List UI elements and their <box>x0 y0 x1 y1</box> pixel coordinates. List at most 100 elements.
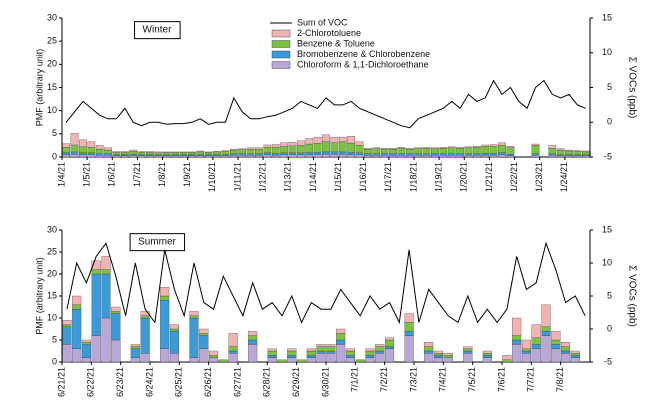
bar-segment <box>355 152 364 155</box>
bar-segment <box>482 350 492 354</box>
bar-segment <box>456 148 464 154</box>
bar-segment <box>267 357 277 363</box>
x-tick-label: 7/8/21 <box>555 367 565 392</box>
bar-segment <box>439 153 448 156</box>
bar-segment <box>397 148 406 154</box>
bar-segment <box>112 151 121 153</box>
bar-segment <box>548 145 557 149</box>
bar-segment <box>280 154 288 158</box>
bar-segment <box>482 357 492 363</box>
x-tick-label: 1/15/21 <box>333 162 343 192</box>
bar-segment <box>101 256 111 270</box>
bar-segment <box>397 154 406 158</box>
bar-segment <box>79 139 87 147</box>
x-tick-label: 7/3/21 <box>408 367 418 392</box>
x-tick-label: 1/19/21 <box>434 162 444 192</box>
x-tick-label: 6/22/21 <box>86 367 96 397</box>
bar-segment <box>70 144 79 153</box>
bar-segment <box>81 342 91 345</box>
bar-segment <box>463 353 473 363</box>
bar-segment <box>169 324 179 330</box>
bar-segment <box>267 350 277 356</box>
bar-segment <box>280 142 288 147</box>
bar-segment <box>355 359 365 363</box>
bar-segment <box>405 148 414 150</box>
bar-segment <box>196 151 205 155</box>
bar-segment <box>464 154 473 158</box>
bar-segment <box>306 348 316 352</box>
bar-segment <box>482 355 492 358</box>
bar-segment <box>62 143 71 148</box>
bar-segment <box>385 337 395 341</box>
bar-segment <box>160 295 170 301</box>
bar-segment <box>561 346 571 352</box>
bar-segment <box>137 152 146 155</box>
bar-segment <box>473 146 481 148</box>
bar-segment <box>70 133 79 146</box>
bar-segment <box>439 148 448 154</box>
bar-segment <box>87 154 96 158</box>
bar-segment <box>313 136 322 144</box>
bar-segment <box>95 148 104 154</box>
bar-segment <box>397 147 406 149</box>
bar-segment <box>556 148 565 151</box>
bar-segment <box>322 134 330 142</box>
y2-tick-label: 15 <box>602 224 612 234</box>
bar-segment <box>506 146 515 148</box>
bar-segment <box>380 153 389 156</box>
bar-segment <box>375 353 385 363</box>
bar-segment <box>570 355 580 358</box>
bar-segment <box>313 152 322 155</box>
bar-segment <box>111 306 121 312</box>
x-tick-label: 7/4/21 <box>438 367 448 392</box>
bar-segment <box>326 344 336 347</box>
bar-segment <box>62 324 72 327</box>
bar-segment <box>140 315 150 319</box>
bar-segment <box>565 149 573 152</box>
bar-segment <box>447 153 456 156</box>
bar-segment <box>389 148 397 154</box>
bar-segment <box>72 295 82 305</box>
bar-segment <box>297 152 305 155</box>
bar-segment <box>498 142 506 146</box>
bar-segment <box>561 353 571 363</box>
bar-segment <box>62 344 72 363</box>
bar-segment <box>498 154 506 158</box>
bar-segment <box>297 145 305 153</box>
x-tick-label: 1/10/21 <box>207 162 217 192</box>
bar-segment <box>372 147 381 149</box>
bar-segment <box>439 147 448 149</box>
bar-segment <box>443 357 453 363</box>
bar-segment <box>375 346 385 352</box>
x-tick-label: 1/8/21 <box>157 162 167 187</box>
bar-segment <box>305 154 314 158</box>
bar-segment <box>112 152 121 155</box>
bar-segment <box>551 331 561 341</box>
bar-segment <box>404 335 414 363</box>
bar-segment <box>255 148 263 154</box>
y-tick-label: 5 <box>52 334 57 344</box>
bar-segment <box>473 147 481 154</box>
bar-segment <box>355 154 364 158</box>
bar-segment <box>424 346 434 352</box>
bar-segment <box>551 348 561 363</box>
panel-title: Summer <box>138 237 176 248</box>
bar-segment <box>541 331 551 336</box>
bar-segment <box>246 153 255 156</box>
bar-segment <box>422 148 431 154</box>
bar-segment <box>424 353 434 363</box>
bar-segment <box>288 145 297 153</box>
bar-segment <box>433 357 443 363</box>
bar-segment <box>199 328 209 334</box>
y2-tick-label: 10 <box>602 257 612 267</box>
bar-segment <box>481 154 490 158</box>
bar-segment <box>405 148 414 154</box>
bar-segment <box>365 348 375 352</box>
bar-segment <box>380 148 389 154</box>
bar-segment <box>531 153 540 156</box>
bar-segment <box>104 154 112 158</box>
bar-segment <box>372 154 381 158</box>
bar-segment <box>271 147 280 154</box>
bar-segment <box>481 144 490 147</box>
